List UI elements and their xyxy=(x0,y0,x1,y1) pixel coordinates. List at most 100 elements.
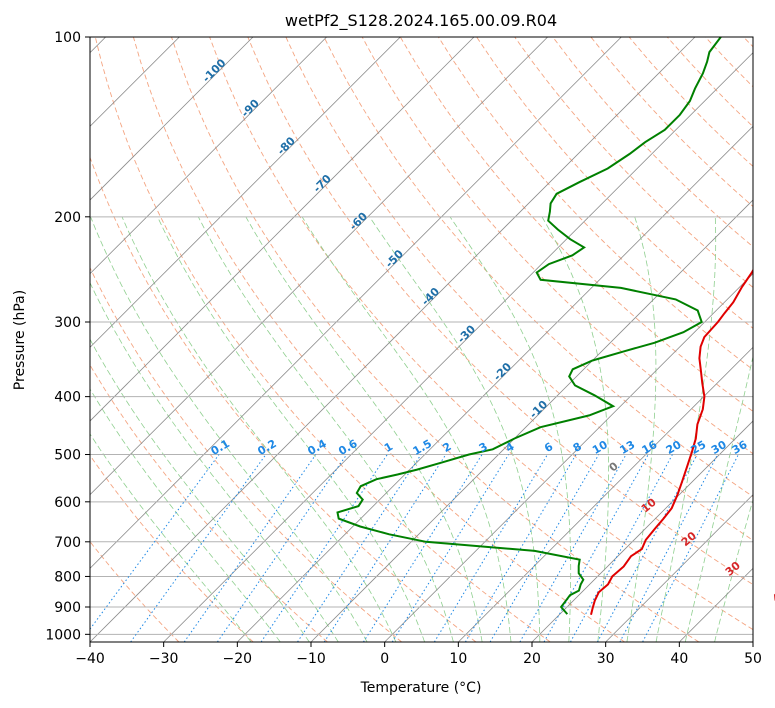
x-tick-label: 20 xyxy=(523,651,541,667)
x-tick-label: 40 xyxy=(670,651,688,667)
y-tick-label: 300 xyxy=(54,315,81,331)
dry-adiabat-label: -80 xyxy=(275,134,298,157)
mixing-ratio-line xyxy=(130,454,267,642)
mixing-ratio-line xyxy=(216,454,348,642)
dry-adiabat xyxy=(90,454,254,642)
moist-adiabat xyxy=(541,216,609,642)
y-axis-label: Pressure (hPa) xyxy=(12,290,28,390)
isotherm-line xyxy=(384,273,753,642)
moist-adiabat xyxy=(197,216,454,642)
isotherm-line xyxy=(90,37,327,275)
moist-adiabat xyxy=(90,216,368,642)
dry-adiabat xyxy=(90,156,477,642)
x-axis-label: Temperature (°C) xyxy=(360,680,482,696)
mixing-ratio-line xyxy=(519,454,627,642)
temperature-trace xyxy=(590,268,753,615)
moist-adiabat xyxy=(90,338,310,642)
isotherm-line xyxy=(163,52,753,642)
background-lines xyxy=(90,37,753,642)
mixing-ratio-line xyxy=(90,454,220,630)
dry-adiabat-label: -30 xyxy=(455,322,478,345)
moist-adiabat xyxy=(90,388,281,642)
dewpoint-trace xyxy=(336,37,722,615)
mixing-ratio-line xyxy=(489,454,600,642)
x-tick-label: −20 xyxy=(223,651,253,667)
x-tick-label: 50 xyxy=(744,651,762,667)
moist-adiabat xyxy=(157,216,425,642)
dry-adiabat xyxy=(209,37,753,631)
dry-adiabat xyxy=(476,37,753,329)
dry-adiabat xyxy=(666,37,753,128)
moist-adiabat xyxy=(626,216,657,642)
isotherm-line xyxy=(90,37,696,642)
dry-adiabat xyxy=(90,364,328,642)
y-tick-label: 100 xyxy=(54,30,81,46)
mixing-ratio-line xyxy=(362,454,483,642)
mixing-ratio-line xyxy=(260,454,388,642)
dry-adiabat xyxy=(247,37,753,586)
dry-adiabat-label: -70 xyxy=(311,172,334,195)
moist-adiabat xyxy=(369,216,541,642)
profile-traces xyxy=(336,37,753,615)
moist-adiabat-label: 30 xyxy=(723,559,743,579)
dry-adiabat xyxy=(94,37,551,642)
mixing-ratio-label: 1 xyxy=(382,440,395,455)
isotherm-line xyxy=(679,567,753,642)
dry-adiabat xyxy=(590,37,753,208)
moist-adiabat xyxy=(90,281,339,642)
moist-adiabat xyxy=(655,216,717,642)
plot-frame xyxy=(89,36,754,643)
mixing-ratio-label: 8 xyxy=(571,440,584,455)
dry-adiabat xyxy=(171,37,700,642)
mixing-ratio-line xyxy=(619,454,719,642)
isotherm-line xyxy=(237,125,753,642)
dry-adiabat xyxy=(90,540,180,642)
dry-adiabat-label: -40 xyxy=(419,285,442,308)
mixing-ratio-line xyxy=(323,454,447,642)
mixing-ratio-line xyxy=(297,454,422,642)
mixing-ratio-line xyxy=(569,454,673,642)
dry-adiabat xyxy=(285,37,753,541)
moist-adiabat xyxy=(714,498,753,642)
mixing-ratio-line xyxy=(642,454,739,642)
moist-adiabat xyxy=(301,216,512,642)
isotherm-line xyxy=(605,494,753,642)
y-tick-label: 600 xyxy=(54,495,81,511)
isotherm-line xyxy=(90,37,548,496)
moist-adiabat xyxy=(449,216,572,642)
isotherm-line xyxy=(752,641,753,642)
moist-adiabat xyxy=(90,433,252,642)
isotherm-line xyxy=(90,37,622,569)
x-tick-label: −30 xyxy=(149,651,179,667)
mixing-ratio-line xyxy=(433,454,548,642)
mixing-ratio-label: 4 xyxy=(503,440,516,455)
dry-adiabat-label: -10 xyxy=(527,398,550,421)
dry-adiabat-label: -100 xyxy=(200,56,229,85)
isotherm-line xyxy=(90,37,475,422)
mixing-ratio-label: 2 xyxy=(441,440,454,455)
x-tick-label: −40 xyxy=(75,651,105,667)
dry-adiabat xyxy=(514,37,753,288)
x-tick-label: 0 xyxy=(380,651,389,667)
isotherm-line xyxy=(531,420,753,642)
mixing-ratio-line xyxy=(391,454,510,642)
moist-adiabat xyxy=(245,216,483,642)
moist-adiabat-label: 10 xyxy=(639,495,659,515)
dry-adiabat-label: -60 xyxy=(347,209,370,232)
dry-adiabat xyxy=(704,37,753,88)
moist-adiabat xyxy=(121,216,397,642)
axis-ticks: −40 −30 −20 −10 0 10 20 30 40 50 100 200 300 400 500 60… xyxy=(45,30,762,667)
dry-adiabat xyxy=(361,37,753,455)
y-tick-label: 500 xyxy=(54,448,81,464)
x-tick-label: 30 xyxy=(597,651,615,667)
dry-adiabat xyxy=(743,37,753,48)
isotherm-line xyxy=(458,346,753,642)
isotherm-line xyxy=(90,37,254,201)
x-tick-label: 10 xyxy=(449,651,467,667)
moist-adiabat-label: 20 xyxy=(679,529,699,549)
dry-adiabat-label: -20 xyxy=(491,360,514,383)
isotherm-line xyxy=(310,199,753,642)
isotherm-line xyxy=(90,37,401,348)
y-tick-label: 900 xyxy=(54,600,81,616)
